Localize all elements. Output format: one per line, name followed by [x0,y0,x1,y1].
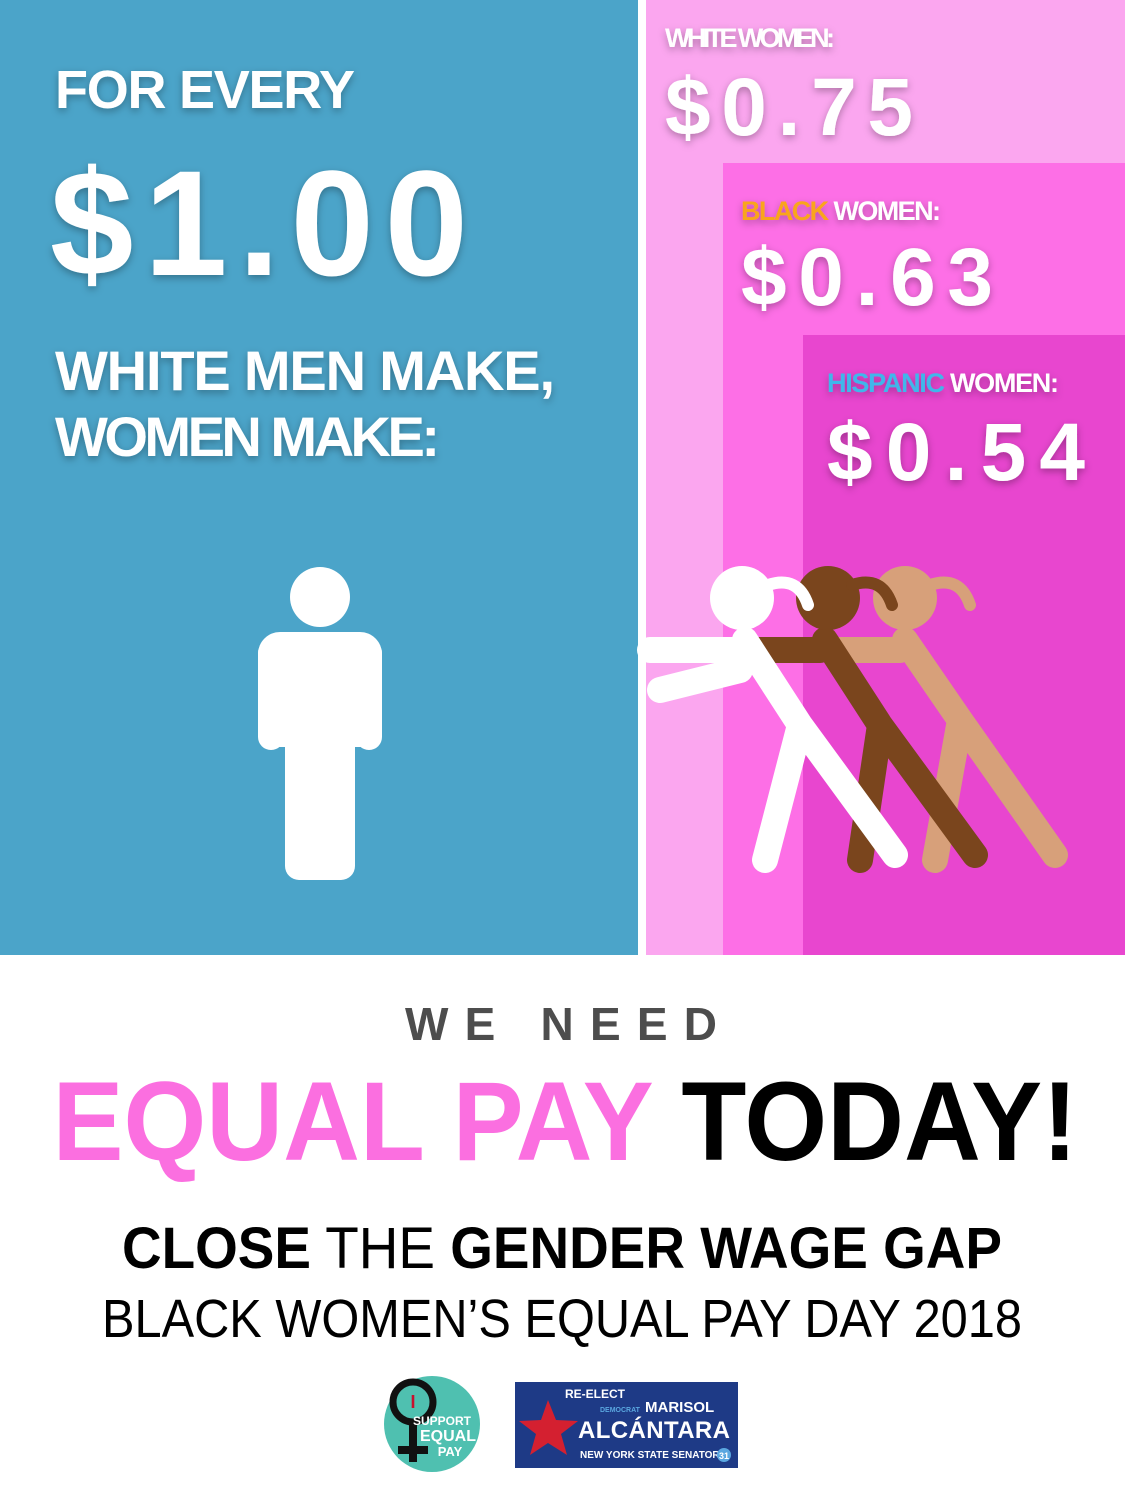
label: WOMEN: [944,368,1059,398]
gap: GENDER WAGE GAP [450,1216,1002,1281]
women-figures [637,566,1068,873]
group-label: WHITE WOMEN: [665,23,835,53]
support-badge: I SUPPORT EQUAL PAY [384,1376,480,1472]
label: WOMEN: [828,196,941,226]
base-amount: $1.00 [50,139,468,307]
campaign-text: RE-ELECT [565,1387,626,1401]
highlight: HISPANIC [827,368,945,398]
left-text: FOR EVERY $1.00 WHITE MEN MAKE, WOMEN MA… [50,60,555,468]
close-line: CLOSE THE GENDER WAGE GAP [122,1216,1002,1281]
group-label: BLACK WOMEN: [741,196,941,226]
text-line: WHITE MEN MAKE, [55,339,555,402]
campaign-text: MARISOL [645,1399,714,1416]
headline-black: TODAY! [652,1059,1078,1184]
group-amount: $0.54 [827,407,1085,498]
close: CLOSE [122,1216,311,1281]
campaign-text: DEMOCRAT [600,1407,641,1414]
label: WHITE WOMEN: [665,23,835,53]
group-amount: $0.63 [741,232,993,323]
text-line: WOMEN MAKE: [55,405,440,468]
badge-text: I [410,1392,415,1412]
badge-text: SUPPORT [413,1414,472,1428]
campaign-logo: RE-ELECT DEMOCRAT MARISOL ALCÁNTARA NEW … [515,1382,738,1468]
campaign-text: ALCÁNTARA [578,1416,730,1444]
event: BLACK WOMEN’S EQUAL PAY DAY 2018 [102,1289,1022,1349]
headline-pink: EQUAL PAY [53,1059,653,1184]
badge-text: EQUAL [420,1428,476,1445]
group-label: HISPANIC WOMEN: [827,368,1059,398]
badge-text: PAY [438,1444,463,1459]
highlight: BLACK [741,196,830,226]
group-amount: $0.75 [665,62,913,153]
campaign-text: NEW YORK STATE SENATOR [580,1450,720,1461]
man-icon [258,567,382,880]
lead: FOR EVERY [55,60,355,120]
campaign-text: 31 [719,1451,729,1461]
the: THE [311,1216,450,1281]
groups: WHITE WOMEN: $0.75 BLACK WOMEN: $0.63 HI… [665,23,1085,498]
headline: EQUAL PAY TODAY! [53,1059,1078,1184]
